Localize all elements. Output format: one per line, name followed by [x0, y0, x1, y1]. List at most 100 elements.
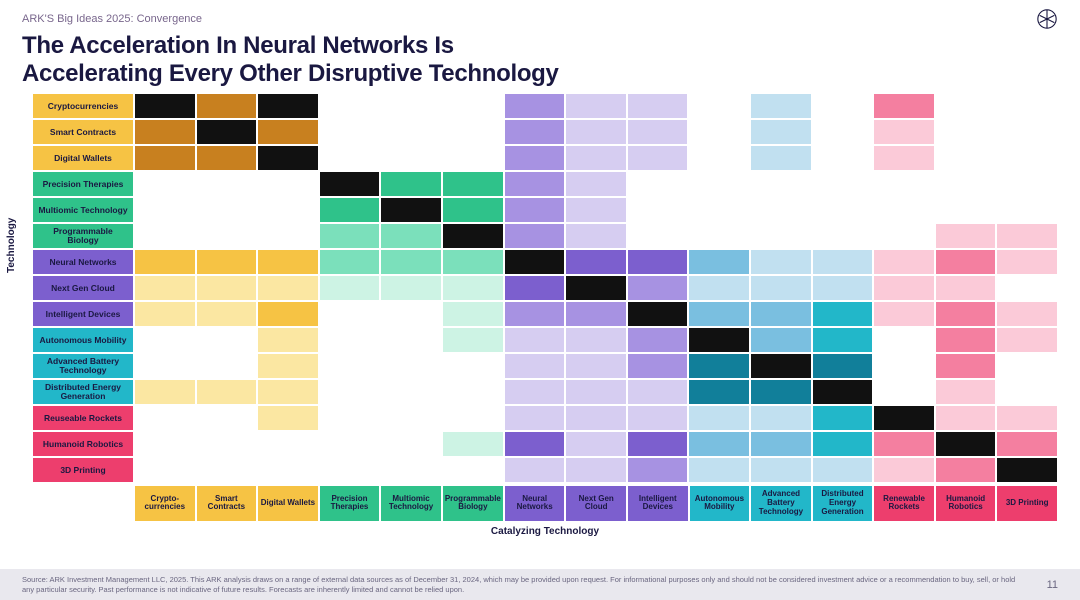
matrix-cell — [688, 327, 750, 353]
matrix-cell — [812, 353, 874, 379]
matrix-cell — [319, 301, 381, 327]
matrix-cell — [627, 405, 689, 431]
matrix-cell — [504, 379, 566, 405]
col-label: Multiomic Technology — [380, 485, 442, 521]
matrix-cell — [873, 327, 935, 353]
matrix-cell — [996, 93, 1058, 119]
matrix-cell — [627, 457, 689, 483]
matrix-cell — [873, 275, 935, 301]
matrix-cell — [196, 405, 258, 431]
matrix-cell — [935, 405, 997, 431]
matrix-cell — [996, 119, 1058, 145]
matrix-cell — [134, 353, 196, 379]
matrix-cell — [196, 119, 258, 145]
row-label: Reuseable Rockets — [32, 405, 134, 431]
matrix-cell — [257, 327, 319, 353]
matrix-cell — [873, 197, 935, 223]
matrix-cell — [750, 353, 812, 379]
row-label: Multiomic Technology — [32, 197, 134, 223]
matrix-cell — [688, 301, 750, 327]
matrix-cell — [812, 223, 874, 249]
matrix-cell — [812, 93, 874, 119]
matrix-cell — [873, 457, 935, 483]
matrix-cell — [627, 197, 689, 223]
matrix-cell — [935, 431, 997, 457]
col-label: Next Gen Cloud — [565, 485, 627, 521]
matrix-cell — [812, 145, 874, 171]
col-label: Advanced Battery Technology — [750, 485, 812, 521]
page-number: 11 — [1047, 579, 1058, 591]
matrix-cell — [134, 93, 196, 119]
matrix-cell — [750, 379, 812, 405]
matrix-cell — [565, 171, 627, 197]
matrix-cell — [688, 431, 750, 457]
matrix-cell — [996, 457, 1058, 483]
matrix-cell — [504, 119, 566, 145]
matrix-cell — [134, 379, 196, 405]
matrix-cell — [996, 353, 1058, 379]
matrix-cell — [504, 275, 566, 301]
row-label: Autonomous Mobility — [32, 327, 134, 353]
col-label: Neural Networks — [504, 485, 566, 521]
matrix-cell — [935, 353, 997, 379]
matrix-cell — [565, 197, 627, 223]
matrix-cell — [196, 301, 258, 327]
matrix-cell — [319, 93, 381, 119]
matrix-cell — [565, 249, 627, 275]
matrix-cell — [750, 249, 812, 275]
row-label: Neural Networks — [32, 249, 134, 275]
matrix-cell — [935, 171, 997, 197]
row-label: Programmable Biology — [32, 223, 134, 249]
matrix-cell — [257, 405, 319, 431]
matrix-cell — [750, 301, 812, 327]
matrix-cell — [873, 223, 935, 249]
matrix-cell — [257, 145, 319, 171]
col-label: Precision Therapies — [319, 485, 381, 521]
matrix-cell — [627, 327, 689, 353]
matrix-cell — [565, 431, 627, 457]
matrix-cell — [504, 457, 566, 483]
matrix-cell — [442, 457, 504, 483]
matrix-cell — [134, 327, 196, 353]
matrix-cell — [627, 223, 689, 249]
matrix-cell — [565, 301, 627, 327]
matrix-cell — [935, 223, 997, 249]
matrix-cell — [504, 431, 566, 457]
col-label: Humanoid Robotics — [935, 485, 997, 521]
matrix-cell — [257, 223, 319, 249]
matrix-cell — [688, 171, 750, 197]
matrix-cell — [319, 379, 381, 405]
col-label: Distributed Energy Generation — [812, 485, 874, 521]
matrix-cell — [319, 249, 381, 275]
col-label: Smart Contracts — [196, 485, 258, 521]
matrix-cell — [750, 223, 812, 249]
matrix-cell — [442, 275, 504, 301]
matrix-cell — [196, 93, 258, 119]
matrix-cell — [504, 223, 566, 249]
matrix-cell — [627, 249, 689, 275]
matrix-cell — [196, 249, 258, 275]
matrix-cell — [257, 119, 319, 145]
matrix-cell — [688, 379, 750, 405]
matrix-cell — [134, 457, 196, 483]
matrix-cell — [196, 145, 258, 171]
matrix-cell — [319, 431, 381, 457]
matrix-cell — [750, 431, 812, 457]
matrix-cell — [627, 171, 689, 197]
matrix-cell — [504, 327, 566, 353]
matrix-cell — [257, 171, 319, 197]
matrix-cell — [688, 353, 750, 379]
matrix-cell — [935, 327, 997, 353]
matrix-cell — [873, 119, 935, 145]
matrix-cell — [565, 275, 627, 301]
matrix-cell — [996, 327, 1058, 353]
matrix-cell — [319, 197, 381, 223]
col-label: Renewable Rockets — [873, 485, 935, 521]
matrix-cell — [442, 405, 504, 431]
matrix-cell — [442, 249, 504, 275]
matrix-cell — [319, 327, 381, 353]
matrix-cell — [935, 119, 997, 145]
matrix-cell — [134, 275, 196, 301]
matrix-cell — [319, 275, 381, 301]
matrix-cell — [688, 249, 750, 275]
